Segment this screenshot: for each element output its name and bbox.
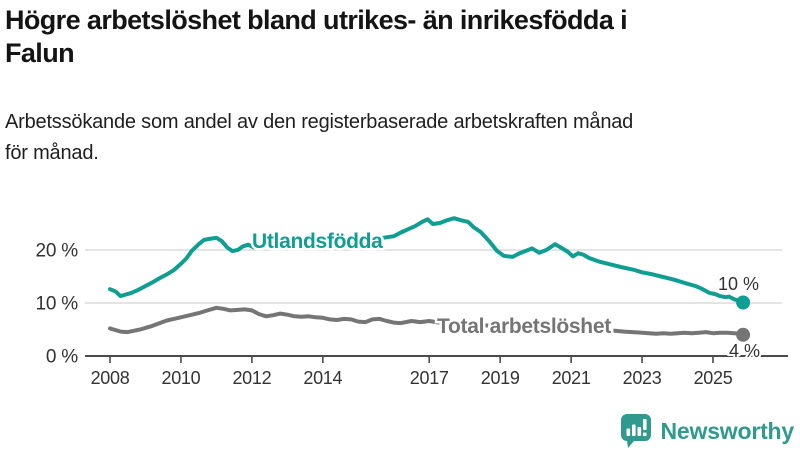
x-axis-tick-label: 2017 (410, 368, 449, 388)
page-title-line2: Falun (5, 38, 75, 68)
series-line-total (108, 305, 746, 337)
newsworthy-logo-text: Newsworthy (660, 417, 795, 444)
logo-exclamation-dot (642, 432, 647, 437)
newsworthy-logo: Newsworthy (619, 413, 794, 449)
logo-bar-1 (626, 428, 630, 436)
y-axis-tick-label: 20 % (35, 241, 78, 262)
y-axis-tick-label: 10 % (35, 294, 78, 315)
series-label-total: Total arbetslöshet (437, 315, 611, 338)
logo-bar-3 (637, 427, 641, 436)
series-end-label-utlandsfodda: 10 % (718, 274, 759, 294)
logo-bar-2 (631, 424, 636, 436)
x-axis-tick-label: 2019 (481, 368, 520, 388)
page-title: Högre arbetslöshet bland utrikes- än inr… (5, 4, 793, 70)
logo-exclamation-bar (642, 419, 647, 430)
x-axis-tick-label: 2010 (162, 368, 201, 388)
page-subtitle-line1: Arbetssökande som andel av den registerb… (5, 111, 634, 133)
bar-chart-speech-bubble-icon (620, 414, 651, 448)
y-axis-tick-label: 0 % (46, 347, 78, 368)
x-axis-tick-label: 2023 (623, 368, 662, 388)
series-end-dot-total (736, 327, 751, 342)
x-axis-tick-label: 2012 (232, 368, 271, 388)
page-subtitle: Arbetssökande som andel av den registerb… (5, 107, 793, 169)
series-end-dot-utlandsfodda (736, 295, 751, 310)
page-subtitle-line2: för månad. (5, 142, 99, 164)
series-end-label-total: 4 % (729, 341, 760, 361)
x-axis-tick-label: 2014 (303, 368, 342, 388)
series-line-utlandsfodda (108, 216, 746, 305)
page-title-line1: Högre arbetslöshet bland utrikes- än inr… (5, 5, 628, 35)
x-axis-tick-label: 2008 (91, 368, 130, 388)
x-axis-tick-label: 2025 (694, 368, 733, 388)
logo-bubble-shape (620, 414, 651, 448)
x-axis-tick-label: 2021 (552, 368, 591, 388)
series-label-utlandsfodda: Utlandsfödda (252, 230, 383, 253)
